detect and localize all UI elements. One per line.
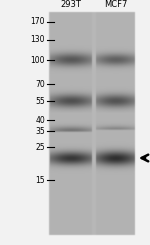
- Text: 55: 55: [35, 97, 45, 106]
- Text: 15: 15: [35, 175, 45, 184]
- Text: 293T: 293T: [61, 0, 81, 9]
- Text: 130: 130: [30, 36, 45, 45]
- Text: MCF7: MCF7: [104, 0, 127, 9]
- Text: 40: 40: [35, 115, 45, 124]
- Text: 70: 70: [35, 79, 45, 88]
- Text: 25: 25: [35, 143, 45, 151]
- Text: 35: 35: [35, 126, 45, 135]
- Text: 170: 170: [30, 17, 45, 26]
- Text: 100: 100: [30, 56, 45, 64]
